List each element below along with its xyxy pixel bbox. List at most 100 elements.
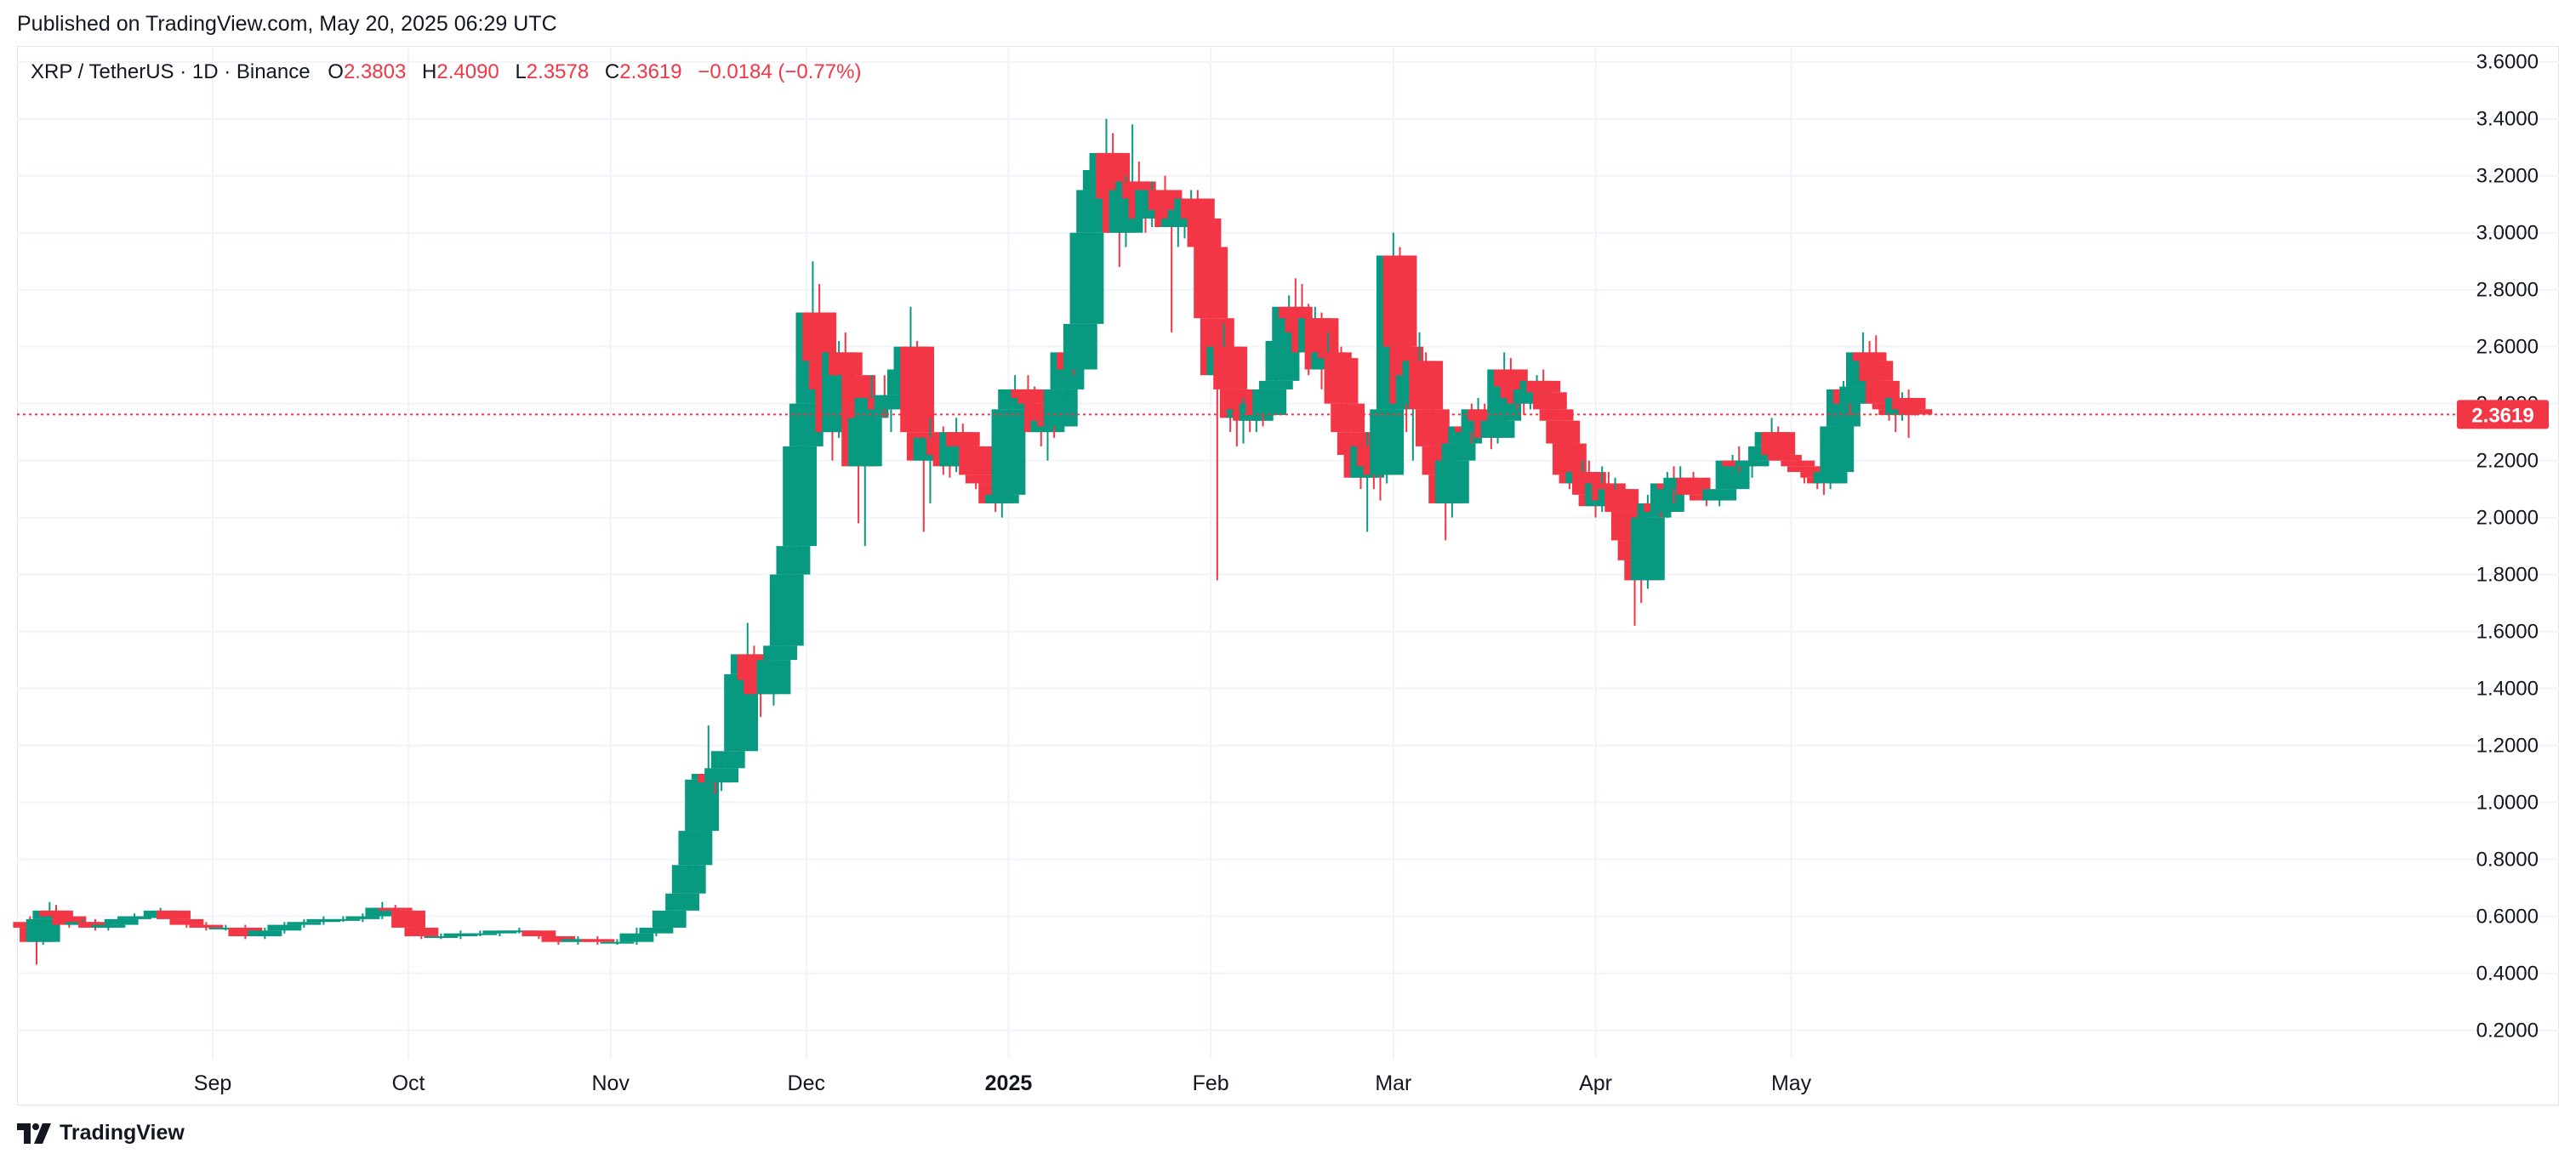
price-axis: 0.2000 0.4000 0.6000 0.8000 1.0000 1.2000 1.40… (2476, 51, 2539, 1043)
price-tick-label: 0.6000 (2476, 906, 2539, 929)
price-tick-label: 2.6000 (2476, 336, 2539, 359)
candle-body (1213, 346, 1248, 389)
symbol-label[interactable]: XRP / TetherUS · 1D · Binance (31, 60, 311, 83)
candle (561, 935, 596, 946)
time-tick-label: May (1771, 1071, 1812, 1095)
candle (959, 437, 994, 490)
candle-body (874, 395, 909, 410)
candle (189, 922, 224, 931)
candle-body (365, 907, 400, 917)
candle (228, 924, 263, 940)
candle-body (1278, 306, 1313, 319)
candle (463, 930, 498, 936)
candle-body (326, 918, 361, 921)
candle-body (1324, 358, 1359, 404)
candle (678, 825, 713, 874)
candle-body (1820, 426, 1855, 473)
candle (1200, 304, 1234, 581)
candle-body (1604, 489, 1639, 512)
candle-body (561, 939, 596, 942)
candle-body (1415, 409, 1450, 446)
candle-body (1382, 255, 1417, 347)
candle (287, 918, 322, 928)
grid-lines (17, 48, 2559, 1059)
candle (1409, 352, 1444, 433)
candle-body (828, 352, 863, 376)
candle-body (52, 916, 87, 925)
candle-body (1160, 218, 1195, 228)
candle-body (78, 922, 112, 928)
change-value: −0.0184 (−0.77%) (698, 60, 862, 83)
candle-body (1043, 389, 1078, 427)
candle (391, 907, 425, 931)
candle-body (1252, 389, 1287, 416)
candle (1761, 426, 1796, 461)
candle (424, 933, 459, 940)
last-price-label: 2.3619 (2471, 404, 2533, 427)
candle-body (189, 924, 224, 928)
candle (685, 774, 720, 837)
candle-body (1011, 389, 1046, 398)
candle-body (391, 910, 425, 928)
candle (208, 924, 243, 931)
candle (541, 935, 576, 946)
candle-body (678, 831, 713, 866)
time-tick-label: Apr (1579, 1071, 1612, 1095)
tradingview-logo-icon[interactable] (17, 1122, 51, 1144)
candle-body (639, 927, 674, 934)
candle-body (1676, 477, 1711, 495)
candle (847, 403, 882, 547)
candle-body (1194, 247, 1228, 319)
candle-body (1480, 420, 1515, 438)
candle (600, 939, 635, 946)
candle-body (900, 346, 935, 433)
time-tick-label: Mar (1375, 1071, 1411, 1095)
candle (1546, 415, 1581, 455)
candle-body (600, 941, 635, 944)
candle (1859, 335, 1894, 389)
candle (443, 930, 478, 940)
candle-body (769, 574, 804, 646)
candle-body (287, 922, 322, 925)
candle (580, 935, 615, 946)
candle (482, 930, 517, 936)
candle-body (1187, 218, 1222, 247)
candle-body (502, 930, 537, 933)
price-tick-label: 2.0000 (2476, 507, 2539, 530)
candle-body (130, 916, 165, 918)
candle-body (1180, 198, 1215, 219)
candle-body (1781, 460, 1815, 467)
published-info: Published on TradingView.com, May 20, 20… (17, 12, 557, 36)
candle-body (404, 927, 439, 936)
open-label: O (328, 60, 344, 83)
price-tick-label: 2.8000 (2476, 279, 2539, 302)
brand-name[interactable]: TradingView (60, 1121, 185, 1145)
candle-body (1852, 352, 1887, 361)
candle (1552, 437, 1587, 490)
candle-body (1409, 361, 1444, 410)
candle-body (665, 893, 700, 911)
candle-body (1317, 352, 1352, 359)
candle-body (1735, 460, 1770, 467)
candle (671, 859, 706, 900)
candle (1063, 312, 1097, 376)
candle-body (783, 446, 818, 547)
time-tick-label: Dec (788, 1071, 825, 1095)
candle-body (704, 768, 739, 783)
candle (1604, 483, 1639, 518)
candle (502, 927, 537, 934)
candle-body (1898, 409, 1933, 415)
footer: TradingView (17, 1121, 185, 1145)
price-tick-label: 1.8000 (2476, 564, 2539, 587)
candle-body (776, 546, 811, 575)
candle-body (1787, 466, 1821, 473)
price-tick-label: 3.4000 (2476, 108, 2539, 131)
candle (306, 916, 341, 925)
time-axis: Sep Oct Nov Dec 2025 Feb Mar Apr May (194, 1071, 1812, 1095)
price-tick-label: 1.6000 (2476, 621, 2539, 644)
ohlc-legend: XRP / TetherUS · 1D · Binance O2.3803 H2… (31, 60, 861, 84)
candle-body (619, 933, 654, 942)
candle-body (104, 918, 139, 925)
